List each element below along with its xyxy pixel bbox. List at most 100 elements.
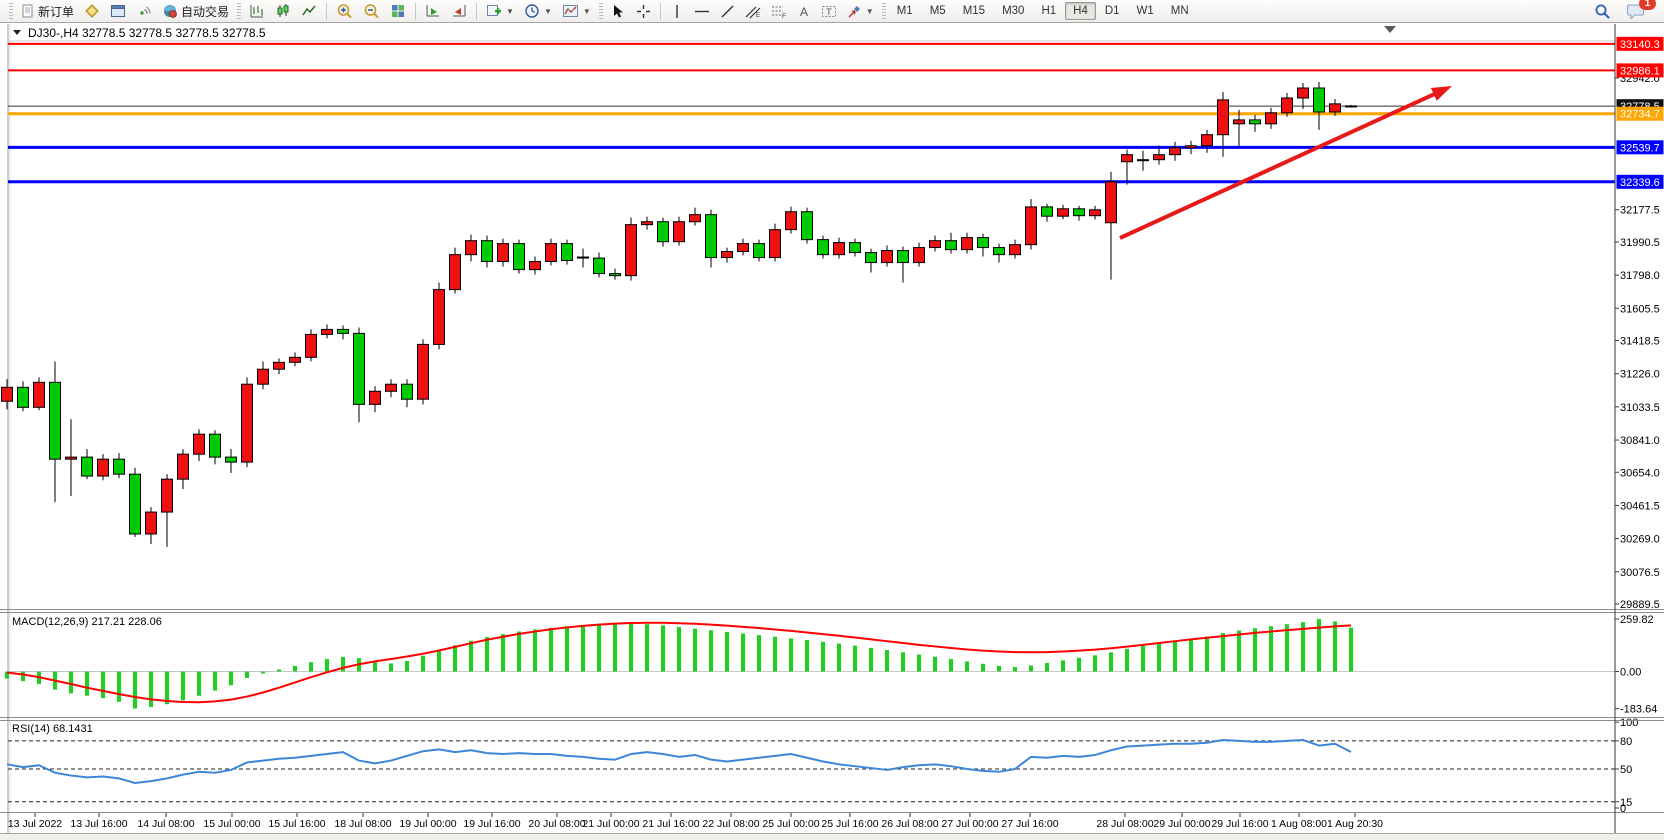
line-chart-icon xyxy=(301,3,317,19)
candle-body xyxy=(737,243,749,253)
zoom-out-button[interactable] xyxy=(358,0,385,22)
timeframe-button-D1[interactable]: D1 xyxy=(1104,5,1120,17)
line-chart-button[interactable] xyxy=(296,0,322,22)
timeframe-button-W1[interactable]: W1 xyxy=(1136,5,1154,17)
macd-histogram-bar xyxy=(165,671,169,705)
time-tick-label: 27 Jul 16:00 xyxy=(1001,818,1058,830)
macd-histogram-bar xyxy=(645,624,649,672)
macd-histogram-bar xyxy=(581,625,585,672)
macd-histogram-bar xyxy=(837,643,841,672)
bar-chart-button[interactable] xyxy=(244,0,270,22)
trend-arrow-head[interactable] xyxy=(1430,86,1452,101)
candle-body xyxy=(577,256,589,259)
timeframe-button-M1[interactable]: M1 xyxy=(896,5,913,17)
candle-body xyxy=(833,242,845,256)
arrows-button[interactable]: ▼ xyxy=(842,0,879,22)
trend-arrow[interactable] xyxy=(1119,86,1452,240)
macd-histogram-bar xyxy=(789,638,793,672)
candlestick-chart-button[interactable] xyxy=(270,0,296,22)
templates-button[interactable]: ▼ xyxy=(557,0,596,22)
fibonacci-button[interactable]: F xyxy=(766,0,792,22)
price-tag xyxy=(1616,174,1664,189)
svg-text:F: F xyxy=(782,13,786,19)
macd-histogram-bar xyxy=(981,663,985,672)
candle-body xyxy=(801,211,813,241)
timeframe-button-M5[interactable]: M5 xyxy=(929,5,946,17)
signal-button[interactable] xyxy=(131,0,157,22)
gold-diamond-icon xyxy=(84,3,100,19)
auto-scroll-button[interactable] xyxy=(420,0,446,22)
candle-body xyxy=(385,383,397,392)
candle-body xyxy=(641,221,653,226)
timeframe-button-M30[interactable]: M30 xyxy=(1002,5,1025,17)
macd-histogram-bar xyxy=(229,671,233,686)
horizontal-line-button[interactable] xyxy=(689,0,715,22)
candle-body xyxy=(977,237,989,249)
trend-arrow-line[interactable] xyxy=(1119,90,1439,240)
zoom-in-icon xyxy=(336,3,353,20)
time-tick-label: 14 Jul 08:00 xyxy=(137,818,194,830)
toolbar-grip xyxy=(881,3,886,19)
macd-histogram-bar xyxy=(885,650,889,672)
arrows-icon xyxy=(847,4,862,19)
chat-button[interactable]: 1 xyxy=(1622,0,1656,22)
candle-body xyxy=(657,221,669,243)
macd-histogram-bar xyxy=(613,622,617,672)
candle-body xyxy=(705,214,717,259)
timeframe-button-H4[interactable]: H4 xyxy=(1065,2,1096,20)
timeframe-button-M15[interactable]: M15 xyxy=(962,5,986,17)
vertical-line-button[interactable] xyxy=(665,0,689,22)
new-order-button[interactable]: 新订单 xyxy=(16,0,79,22)
text-button[interactable]: A xyxy=(792,0,816,22)
macd-histogram-bar xyxy=(1317,618,1321,672)
candle-body xyxy=(689,214,701,223)
chart-shift-button[interactable] xyxy=(446,0,472,22)
search-button[interactable] xyxy=(1589,0,1616,22)
zoom-in-button[interactable] xyxy=(331,0,358,22)
indicators-button[interactable]: ▼ xyxy=(481,0,519,22)
chart-menu-arrow-icon[interactable] xyxy=(13,30,21,35)
candle-body xyxy=(1121,154,1133,163)
candle-body xyxy=(881,249,893,264)
candle-body xyxy=(865,252,877,264)
price-tick-label: 30841.0 xyxy=(1620,435,1660,447)
horizontal-level-lines[interactable] xyxy=(8,42,1615,184)
candle-body xyxy=(1329,103,1341,113)
svg-text:E: E xyxy=(756,13,760,19)
macd-histogram-bar xyxy=(181,671,185,701)
periods-button[interactable]: ▼ xyxy=(519,0,557,22)
dropdown-arrow-icon: ▼ xyxy=(582,6,591,16)
horizontal-line-icon xyxy=(694,4,710,19)
tile-windows-button[interactable] xyxy=(385,0,411,22)
candle-body xyxy=(321,328,333,335)
candle-body xyxy=(465,240,477,256)
macd-histogram-bar xyxy=(261,671,265,674)
macd-histogram-bar xyxy=(213,671,217,691)
market-watch-button[interactable] xyxy=(79,0,105,22)
price-tag xyxy=(1616,36,1664,51)
candle-body xyxy=(513,243,525,271)
shift-triangle-icon[interactable] xyxy=(1384,26,1396,33)
macd-histogram-bar xyxy=(421,655,425,672)
candle-body xyxy=(897,249,909,264)
panel-separators[interactable] xyxy=(0,609,1664,840)
candle-body xyxy=(1137,159,1149,162)
trendline-button[interactable] xyxy=(715,0,740,22)
timeframe-button-H1[interactable]: H1 xyxy=(1041,5,1057,17)
candle-body xyxy=(1233,119,1245,125)
macd-histogram-bar xyxy=(757,635,761,672)
equidistant-channel-button[interactable]: E xyxy=(740,0,766,22)
candle-body xyxy=(417,343,429,400)
candle-body xyxy=(289,356,301,363)
chart-shift-marker[interactable] xyxy=(1384,26,1396,33)
cursor-button[interactable] xyxy=(606,0,631,22)
time-tick-label: 27 Jul 00:00 xyxy=(941,818,998,830)
macd-histogram-bar xyxy=(805,639,809,672)
text-label-button[interactable]: T xyxy=(816,0,842,22)
crosshair-button[interactable] xyxy=(631,0,656,22)
timeframe-button-MN[interactable]: MN xyxy=(1170,5,1189,17)
macd-histogram-bar xyxy=(901,652,905,672)
data-window-button[interactable] xyxy=(105,0,131,22)
autotrading-button[interactable]: 自动交易 xyxy=(157,0,234,22)
